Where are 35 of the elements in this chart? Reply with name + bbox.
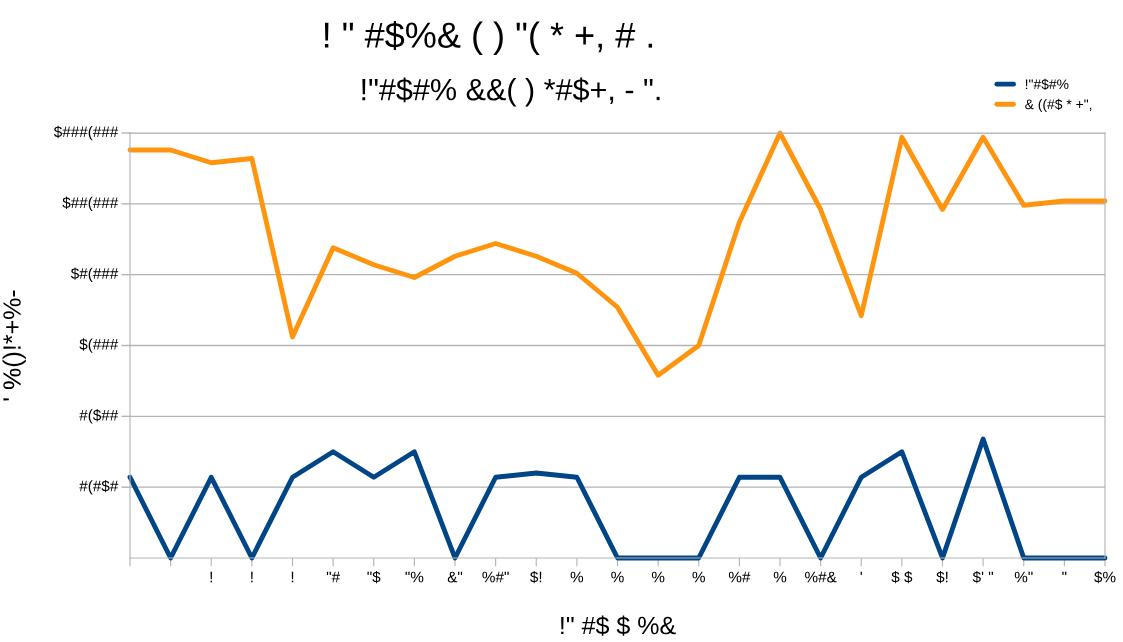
x-tick-label: " (1062, 571, 1067, 576)
x-axis-title: !" #$ $ %& (561, 615, 676, 636)
x-tick-label: $! (530, 570, 542, 584)
text: $(### (79, 338, 119, 353)
x-tick-label: % (570, 571, 584, 583)
legend-label: & ((#$ * +", (1025, 98, 1092, 112)
legend-label: !"#$#% (1025, 78, 1069, 90)
x-tick-label: %# (728, 571, 751, 583)
x-tick-label: $! (936, 570, 948, 584)
x-tick-label: % (773, 571, 787, 583)
x-tick-label: ! (210, 571, 212, 583)
x-tick-label: "% (405, 571, 424, 583)
text: $###(### (53, 125, 119, 141)
x-tick-label: $' " (972, 570, 994, 584)
x-tick-label: ' (860, 571, 862, 576)
text: $##(### (62, 196, 119, 212)
x-tick-label: "$ (367, 570, 381, 584)
text: $#(### (70, 267, 119, 282)
x-tick-label: ! (251, 571, 253, 583)
x-tick-label: % (692, 571, 705, 583)
x-tick-label: % (611, 571, 624, 583)
chart-subtitle: !"#$#% &&( ) *#$+, - ". (362, 77, 660, 107)
chart-title: ! " #$%& ( ) "( * +, # . (324, 20, 653, 56)
x-tick-label: % (651, 571, 665, 583)
y-axis-title: ' %()!*+%- (2, 290, 26, 401)
text: #(#$# (79, 479, 119, 495)
x-tick-label: $ $ (891, 570, 913, 584)
x-tick-label: ! (291, 571, 294, 583)
text: #($## (79, 409, 119, 424)
x-tick-label: %" (1014, 571, 1033, 583)
x-tick-label: "# (326, 571, 341, 583)
x-tick-label: %#& (805, 571, 837, 583)
x-tick-label: %#" (482, 571, 509, 583)
x-tick-label: &" (447, 571, 463, 583)
x-tick-label: $% (1094, 570, 1116, 584)
